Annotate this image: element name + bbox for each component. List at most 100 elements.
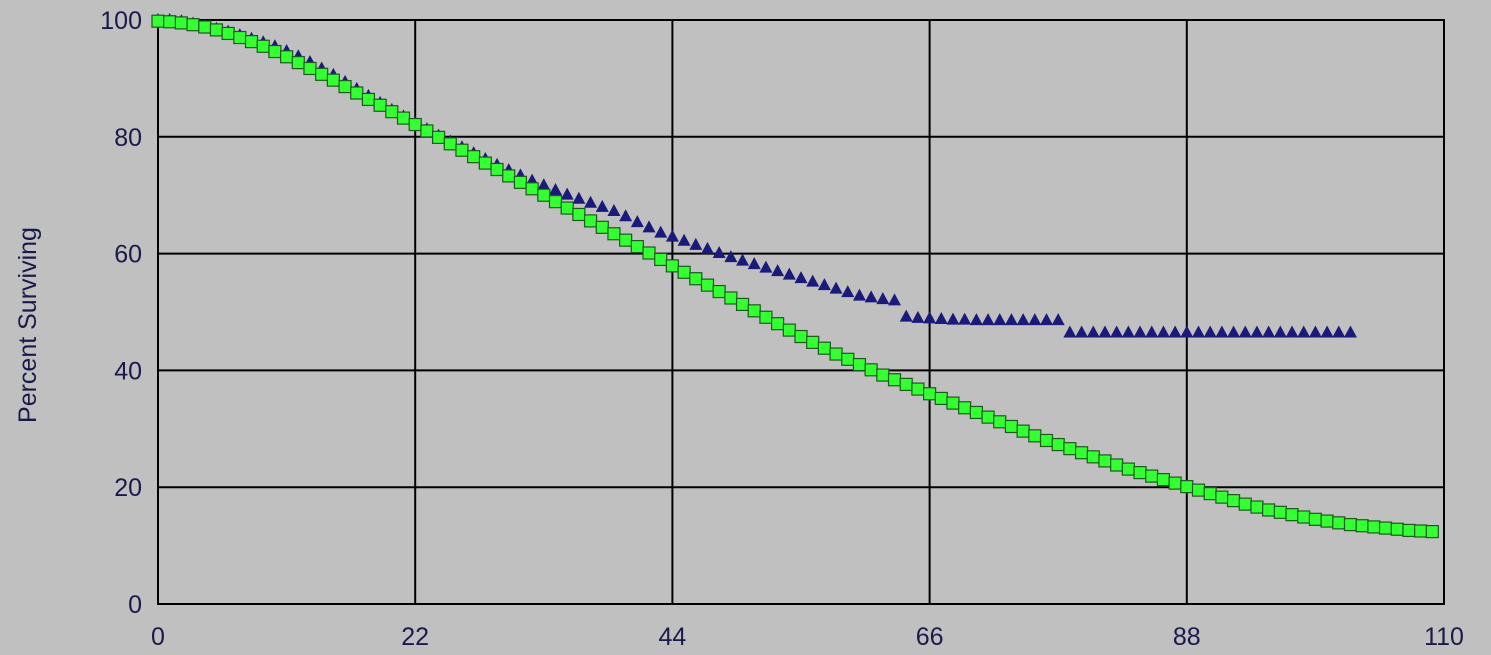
square-point [794,329,808,344]
square-point [864,363,878,377]
triangle-point [619,209,633,222]
square-point [431,130,446,144]
square-point [455,143,469,157]
x-tick-label: 88 [1173,623,1201,651]
triangle-point [1203,325,1217,338]
triangle-point [1308,325,1322,338]
square-point [1168,476,1182,490]
triangle-point [1343,325,1357,338]
square-point [841,352,855,366]
square-point [1355,519,1369,533]
square-point [315,67,329,81]
triangle-point [1250,325,1264,338]
square-point [630,239,644,254]
y-tick-label: 20 [114,474,142,502]
square-point [361,92,376,107]
square-point [1367,520,1381,534]
square-point [607,227,621,241]
square-point [1250,500,1264,514]
square-point [969,405,983,420]
y-axis-ticks: 0 20 40 60 80 100 [100,7,142,619]
triangle-point [969,313,983,326]
square-point [1215,490,1229,504]
x-axis-ticks: 0 22 44 66 88 110 [151,623,1464,651]
triangle-point [1086,325,1100,338]
y-tick-label: 40 [114,357,142,385]
square-point [198,20,212,34]
square-point [934,391,948,406]
triangle-point [1040,313,1054,326]
square-point [1285,508,1299,522]
square-point [993,415,1007,429]
square-point [537,188,551,202]
triangle-point [1297,325,1311,338]
square-point [583,214,598,228]
square-point [525,182,539,196]
triangle-point [1332,325,1346,338]
square-point [1156,473,1171,487]
square-point [1378,521,1393,535]
square-point [396,111,411,125]
square-point [1308,512,1323,526]
square-point [1004,419,1019,434]
triangle-point [1133,325,1147,338]
square-point [420,124,434,138]
square-point [1098,454,1112,468]
square-point [1039,433,1054,448]
square-point [654,252,668,267]
square-point [408,117,422,132]
square-point [151,14,165,28]
series-squares [151,14,1439,539]
triangle-point [771,264,785,277]
square-point [1145,469,1159,483]
triangle-point [864,290,878,303]
square-point [759,310,773,324]
square-point [209,23,224,37]
square-point [700,278,715,292]
triangle-point [560,187,574,200]
triangle-point [759,260,773,273]
square-point [502,169,516,183]
square-point [1414,524,1428,538]
y-tick-label: 60 [114,241,142,269]
triangle-point [1075,325,1089,338]
square-point [642,246,656,260]
y-axis-title: Percent Surviving [14,227,42,423]
square-point [326,73,340,87]
triangle-point [1063,325,1077,338]
x-tick-label: 110 [1424,623,1464,651]
triangle-point [1168,325,1182,338]
triangle-point [1098,325,1112,338]
triangle-point [1191,325,1205,338]
triangle-point [981,313,995,326]
triangle-point [1121,325,1135,338]
triangle-point [1285,325,1299,338]
square-point [852,357,867,372]
square-point [1203,487,1217,501]
square-point [712,284,726,299]
triangle-point [712,246,726,259]
square-point [1343,517,1358,532]
square-point [1332,516,1346,530]
triangle-point [1156,325,1170,338]
triangle-point [934,312,948,325]
triangle-point [584,195,598,208]
square-point [385,105,399,119]
square-point [1402,523,1416,538]
triangle-point [876,292,890,305]
square-point [1226,494,1241,508]
square-point [560,201,574,215]
triangle-point [841,285,855,298]
triangle-point [852,288,866,301]
x-tick-label: 22 [401,623,429,651]
triangle-point [829,281,843,294]
square-point [443,137,457,151]
square-point [922,387,937,401]
square-point [1390,522,1404,536]
square-point [1028,429,1042,443]
triangle-point [923,311,937,324]
triangle-point [724,250,738,263]
square-point [1063,442,1077,456]
square-point [829,347,843,361]
